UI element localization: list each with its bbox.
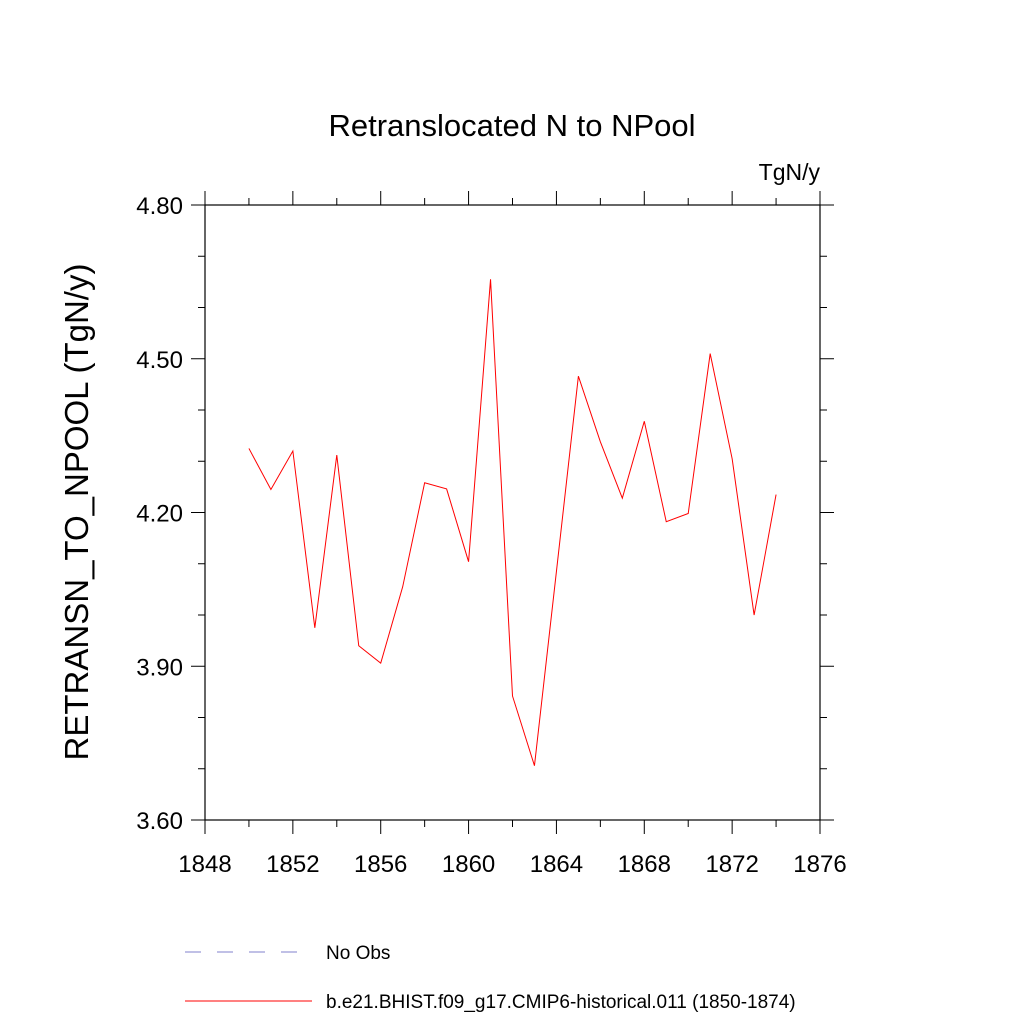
x-tick-label: 1872: [705, 851, 758, 878]
y-tick-label: 3.90: [136, 654, 183, 681]
plot-frame: [204, 204, 821, 821]
x-tick-label: 1876: [793, 851, 846, 878]
y-tick-label: 4.20: [136, 501, 183, 528]
axis-ticks: [191, 191, 834, 834]
x-tick-label: 1868: [618, 851, 671, 878]
x-tick-label: 1848: [178, 851, 231, 878]
legend-label: b.e21.BHIST.f09_g17.CMIP6-historical.011…: [326, 992, 796, 1013]
y-tick-label: 4.50: [136, 347, 183, 374]
x-tick-label: 1864: [530, 851, 583, 878]
y-axis-label: RETRANSN_TO_NPOOL (TgN/y): [58, 264, 95, 761]
series-group: [248, 279, 777, 766]
axis-tick-labels: 1848 1852 1856 1860 1864 1868 1872 1876 3.60 3.90…: [136, 193, 846, 878]
y-tick-label: 4.80: [136, 193, 183, 220]
x-tick-label: 1860: [442, 851, 495, 878]
series-line: [248, 279, 777, 766]
plot-border: [204, 204, 821, 821]
x-tick-label: 1852: [266, 851, 319, 878]
legend: No Obs b.e21.BHIST.f09_g17.CMIP6-historic…: [185, 943, 796, 1013]
units-label: TgN/y: [759, 159, 821, 185]
x-tick-label: 1856: [354, 851, 407, 878]
y-tick-label: 3.60: [136, 808, 183, 835]
legend-label: No Obs: [326, 943, 390, 964]
chart-title: Retranslocated N to NPool: [328, 108, 695, 143]
